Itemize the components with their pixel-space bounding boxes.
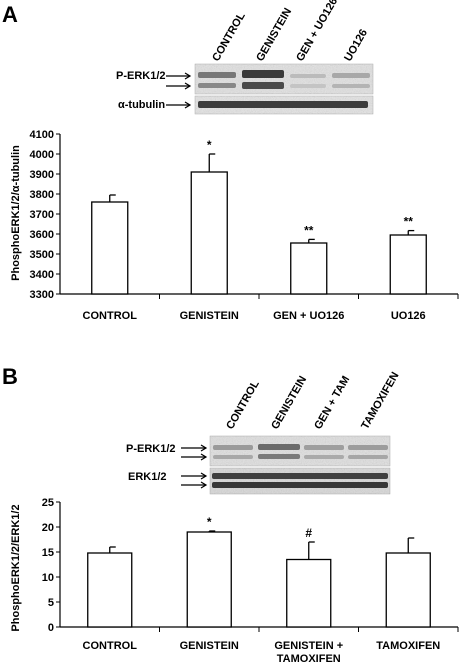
panel-b-lane-label: GENISTEIN [269,374,309,431]
panel-a-significance-mark: * [207,138,212,152]
blot-band [290,84,326,88]
panel-b-category-label: TAMOXIFEN [376,640,440,652]
panel-a-y-tick-label: 3700 [30,209,54,221]
panel-b-significance-mark: # [305,526,312,540]
panel-a-lane-label: GEN + UO126 [294,0,340,64]
double-arrow-icon [181,444,208,461]
panel-b-y-tick-label: 20 [42,522,54,534]
panel-b-y-tick-label: 0 [48,622,54,634]
blot-band [258,444,300,450]
blot-band [198,72,236,78]
panel-b-lane-label: TAMOXIFEN [359,370,401,431]
blot-band [212,473,388,479]
double-arrow-icon [181,472,208,489]
blot-band [242,70,284,78]
panel-b-y-tick-label: 10 [42,572,54,584]
panel-b-lane-label: GEN + TAM [312,374,352,431]
panel-a-blot-row-label: P-ERK1/2 [116,70,166,82]
panel-b-blot-erk: ERK1/2 [128,467,391,495]
panel-a-category-label: CONTROL [83,310,138,322]
panel-b-y-tick-label: 25 [42,497,54,509]
panel-a-category-label: GEN + UO126 [273,310,344,322]
panel-a-ylabel: PhosphoERK1/2/α-tubulin [10,145,22,281]
panel-a-lane-label: GENISTEIN [254,6,294,63]
arrow-icon [166,101,192,109]
panel-a-blot-tubulin: α-tubulin [118,95,374,115]
panel-b-bar [286,558,332,628]
blot-band [348,455,388,459]
blot-band [304,455,344,459]
panel-a-bar [389,234,427,295]
panel-a-label: A [2,2,18,27]
panel-b-ylabel: PhosphoERK1/2/ERK1/2 [10,504,22,631]
double-arrow-icon [166,72,192,90]
panel-a: A CONTROL GENISTEIN GEN + UO126 UO126 P-… [2,0,459,322]
panel-b-category-label: CONTROL [83,640,138,652]
panel-a-blot-perk: P-ERK1/2 [116,63,374,95]
panel-b-y-tick-label: 5 [48,597,54,609]
panel-a-bar [290,242,328,295]
panel-b: B CONTROL GENISTEIN GEN + TAM TAMOXIFEN … [2,364,459,665]
panel-b-category-label: TAMOXIFEN [277,653,341,665]
panel-a-y-tick-label: 3300 [30,289,54,301]
panel-a-y-tick-label: 3600 [30,229,54,241]
panel-a-lane-headers: CONTROL GENISTEIN GEN + UO126 UO126 [210,0,370,64]
panel-b-category-label: GENISTEIN + [274,640,343,652]
panel-b-axis-ylabel: PhosphoERK1/2/ERK1/2 [10,504,22,631]
panel-b-blot-row-label: P-ERK1/2 [126,443,176,455]
panel-a-bar [190,171,228,295]
panel-a-y-tick-label: 3900 [30,169,54,181]
panel-b-significance-mark: * [207,515,212,529]
blot-band [213,455,253,459]
panel-b-bar [385,552,431,628]
panel-b-bar [186,531,232,628]
blot-band [332,84,370,88]
panel-b-y-tick-label: 15 [42,547,54,559]
blot-band [242,82,284,89]
panel-a-significance-mark: ** [304,223,314,237]
blot-band [290,74,326,78]
blot-band [304,445,344,450]
panel-a-bar [91,201,129,295]
panel-a-y-tick-label: 4100 [30,129,54,141]
panel-a-y-tick-label: 3800 [30,189,54,201]
panel-a-axis-ylabel: PhosphoERK1/2/α-tubulin [10,145,22,281]
panel-b-bar [87,552,133,628]
panel-b-lane-label: CONTROL [224,378,262,431]
panel-b-lane-headers: CONTROL GENISTEIN GEN + TAM TAMOXIFEN [224,370,401,431]
panel-a-category-label: GENISTEIN [180,310,239,322]
panel-b-label: B [2,364,18,389]
blot-band [212,482,388,488]
panel-b-blot-perk: P-ERK1/2 [126,435,391,467]
blot-band [332,73,370,78]
panel-a-y-tick-label: 3500 [30,249,54,261]
panel-a-y-tick-label: 3400 [30,269,54,281]
panel-a-blot-row-label: α-tubulin [118,99,165,111]
blot-band [198,101,368,108]
blot-band [213,445,253,450]
panel-a-y-tick-label: 4000 [30,149,54,161]
blot-band [198,83,236,88]
panel-a-lane-label: CONTROL [210,10,248,63]
blot-band [348,445,388,450]
panel-b-blot-row-label: ERK1/2 [128,471,167,483]
panel-a-category-label: UO126 [391,310,426,322]
blot-band [258,454,300,459]
panel-b-category-label: GENISTEIN [180,640,239,652]
panel-a-significance-mark: ** [404,215,414,229]
panel-a-lane-label: UO126 [342,27,370,63]
panel-a-plot: 3300 3400 3500 3600 3700 3800 3900 4000 4100 CONT… [30,129,459,322]
